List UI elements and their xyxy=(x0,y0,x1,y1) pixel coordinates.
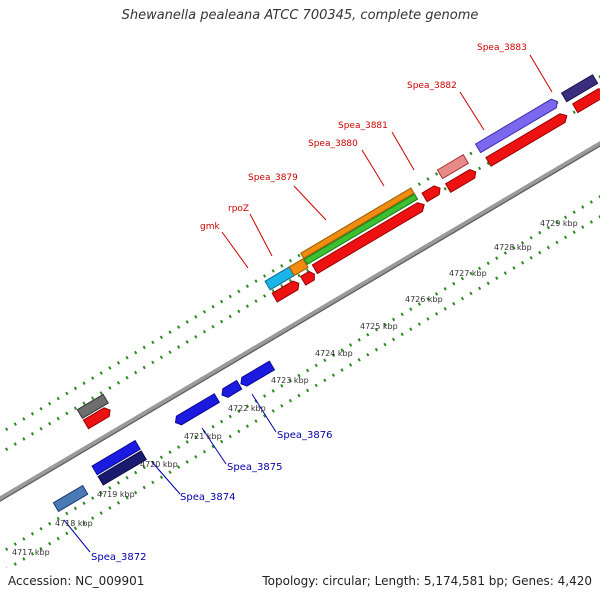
scale-label: 4718 kbp xyxy=(55,519,93,528)
gene-label-spea-3883[interactable]: Spea_3883 xyxy=(477,43,527,53)
tick-row-lower xyxy=(0,195,600,555)
gene-label-spea-3876[interactable]: Spea_3876 xyxy=(277,430,332,441)
gene-spea-3879[interactable] xyxy=(300,187,419,266)
cds-forward[interactable] xyxy=(82,406,112,430)
gene-label-rpoz[interactable]: rpoZ xyxy=(228,204,249,214)
scale-label: 4719 kbp xyxy=(97,490,135,499)
gene-label-gmk[interactable]: gmk xyxy=(200,222,220,232)
cds-reverse[interactable] xyxy=(173,393,221,427)
cds-reverse[interactable] xyxy=(219,379,243,400)
cds-forward[interactable] xyxy=(299,270,317,286)
genome-backbone xyxy=(0,141,600,502)
scale-label: 4727 kbp xyxy=(449,269,487,278)
tick-row-bottom xyxy=(5,215,600,568)
gene-label-spea-3880[interactable]: Spea_3880 xyxy=(308,139,358,149)
gene-spea-3881[interactable] xyxy=(436,154,470,180)
scale-label: 4724 kbp xyxy=(315,349,353,358)
gene-spea-3882[interactable] xyxy=(474,97,560,154)
cds-reverse[interactable] xyxy=(97,450,147,486)
scale-label: 4726 kbp xyxy=(405,295,443,304)
cds-forward[interactable] xyxy=(311,200,426,275)
scale-label: 4717 kbp xyxy=(12,548,50,557)
genome-summary-text: Topology: circular; Length: 5,174,581 bp… xyxy=(262,574,592,588)
gene-spea-3883[interactable] xyxy=(560,74,599,103)
scale-label: 4723 kbp xyxy=(271,376,309,385)
gene-gray[interactable] xyxy=(76,393,109,419)
map-title: Shewanella pealeana ATCC 700345, complet… xyxy=(121,8,479,23)
gene-label-spea-3881[interactable]: Spea_3881 xyxy=(338,121,388,131)
cds-reverse-row xyxy=(52,360,276,513)
scale-label: 4721 kbp xyxy=(184,432,222,441)
cds-reverse[interactable] xyxy=(91,439,141,476)
cds-forward[interactable] xyxy=(271,279,301,303)
gene-label-spea-3874[interactable]: Spea_3874 xyxy=(180,492,235,503)
scale-label: 4729 kbp xyxy=(540,219,578,228)
gene-label-spea-3879[interactable]: Spea_3879 xyxy=(248,173,298,183)
gene-spea-3880[interactable] xyxy=(421,184,443,203)
scale-label: 4722 kbp xyxy=(228,404,266,413)
cds-reverse[interactable] xyxy=(52,484,89,513)
scale-label: 4725 kbp xyxy=(360,322,398,331)
backbone-shadow xyxy=(0,145,600,502)
gene-label-spea-3872[interactable]: Spea_3872 xyxy=(91,552,146,563)
top-label-leaders xyxy=(221,54,553,269)
gene-rpoZ[interactable] xyxy=(288,258,309,277)
cds-forward[interactable] xyxy=(571,87,600,114)
cds-forward[interactable] xyxy=(485,111,569,167)
scale-label: 4720 kbp xyxy=(140,460,178,469)
cds-forward-row xyxy=(82,87,600,430)
cds-forward[interactable] xyxy=(444,167,479,194)
tick-row-upper xyxy=(0,75,600,435)
cds-reverse[interactable] xyxy=(238,360,276,388)
accession-text: Accession: NC_009901 xyxy=(8,574,145,588)
scale-label: 4728 kbp xyxy=(494,243,532,252)
bottom-label-leaders xyxy=(63,393,277,553)
gene-label-spea-3882[interactable]: Spea_3882 xyxy=(407,81,457,91)
gene-label-spea-3875[interactable]: Spea_3875 xyxy=(227,462,282,473)
